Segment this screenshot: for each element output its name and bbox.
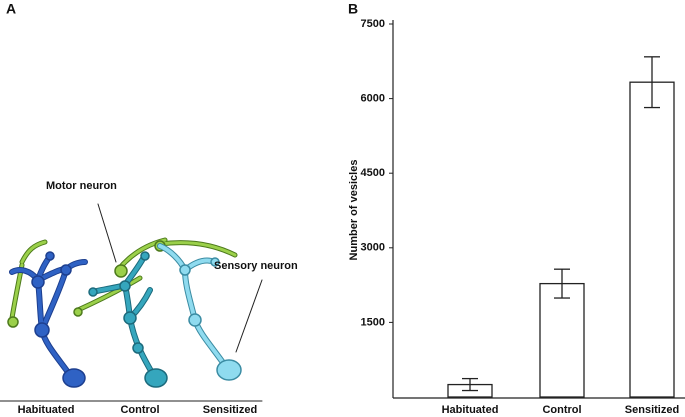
sensory-neuron-label: Sensory neuron [214,260,298,272]
x-tick-label: Habituated [442,404,499,416]
x-tick-label: Sensitized [625,404,679,416]
panel-label: A [6,1,16,17]
condition-label: Sensitized [203,404,257,416]
y-tick-label: 7500 [361,18,385,30]
y-tick-label: 1500 [361,316,385,328]
panel-label: B [348,1,358,17]
condition-label: Control [120,404,159,416]
y-tick-label: 3000 [361,242,385,254]
y-tick-label: 4500 [361,167,385,179]
y-tick-label: 6000 [361,93,385,105]
y-axis-label: Number of vesicles [348,160,360,261]
bar [629,81,675,398]
bar [539,282,585,398]
neuron-illustration [0,203,263,402]
condition-label: Habituated [18,404,75,416]
motor-neuron-label: Motor neuron [46,180,117,192]
x-tick-label: Control [542,404,581,416]
